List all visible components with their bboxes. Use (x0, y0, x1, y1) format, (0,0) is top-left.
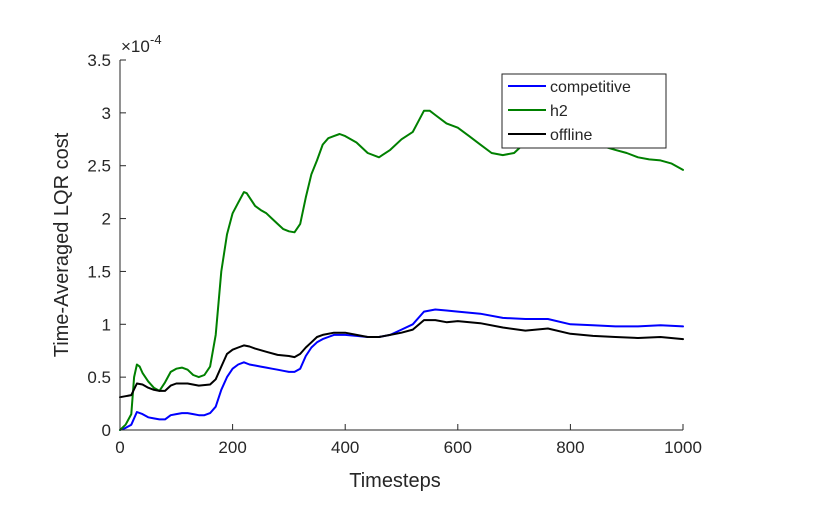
series-line-competitive (119, 308, 684, 431)
legend: competitive h2 offline (501, 73, 667, 149)
legend-label-h2: h2 (550, 103, 568, 120)
legend-label-offline: offline (550, 127, 593, 144)
y-tick-label: 2.5 (87, 157, 111, 176)
y-tick-label: 1.5 (87, 262, 111, 281)
series-line-offline (119, 319, 684, 399)
y-tick-label: 0.5 (87, 368, 111, 387)
y-tick-label: 2 (102, 210, 111, 229)
x-tick-label: 600 (444, 438, 472, 457)
x-tick-label: 1000 (664, 438, 702, 457)
y-tick-label: 3.5 (87, 51, 111, 70)
legend-label-competitive: competitive (550, 79, 631, 96)
x-tick-label: 0 (115, 438, 124, 457)
y-tick-label: 3 (102, 104, 111, 123)
y-axis-label: Time-Averaged LQR cost (51, 132, 73, 357)
x-tick-label: 200 (218, 438, 246, 457)
y-tick-label: 1 (102, 315, 111, 334)
y-exponent-label: ×10 -4 (121, 32, 162, 56)
x-tick-label: 800 (556, 438, 584, 457)
y-tick-label: 0 (102, 421, 111, 440)
x-axis-label: Timesteps (349, 470, 441, 492)
y-exponent-power: -4 (150, 32, 162, 47)
x-tick-label: 400 (331, 438, 359, 457)
y-exponent-base: ×10 (121, 37, 150, 56)
